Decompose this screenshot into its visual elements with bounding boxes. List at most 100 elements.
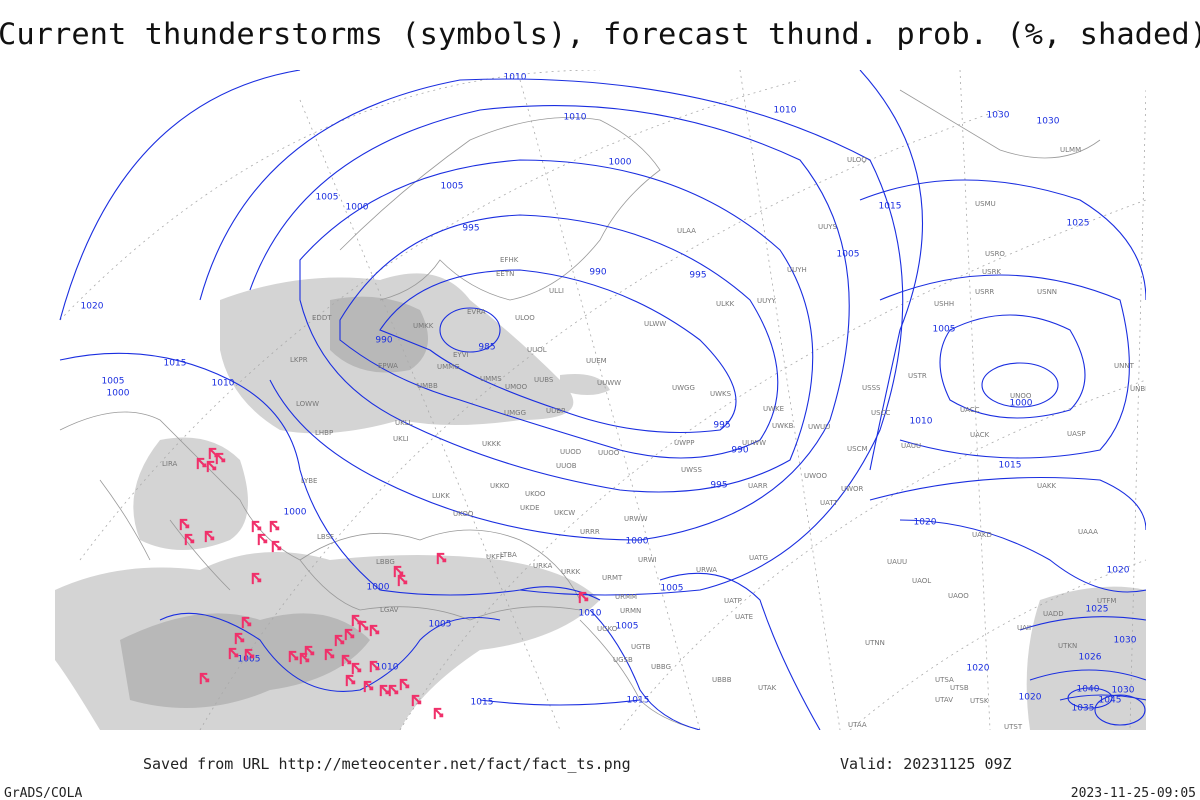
station-label: UUYY [757,297,777,305]
isobar-label: 1025 [1067,219,1090,229]
station-label: UGSB [613,656,633,664]
station-label: ULMM [1060,146,1081,154]
station-label: UNBB [1130,385,1150,393]
station-label: UUOL [527,346,547,354]
station-label: UNOO [1010,392,1032,400]
station-label: LTBA [500,551,517,559]
coastlines [59,89,1101,730]
station-label: USTR [908,372,927,380]
isobar-label: 1000 [626,537,649,547]
isobar-label: 1005 [616,622,639,632]
isobar-label: 1000 [346,203,369,213]
station-label: UGTB [631,643,651,651]
isobar-label: 985 [478,343,495,353]
station-label: UUOO [598,449,620,457]
station-label: UAAA [1078,528,1098,536]
isobar-label: 1030 [1112,686,1135,696]
isobar-label: 1045 [1099,696,1122,706]
isobar-label: 1020 [967,664,990,674]
isobar-label: 1000 [367,583,390,593]
isobar-label: 1010 [504,73,527,83]
station-label: UKDE [520,504,540,512]
station-label: EDDT [312,314,332,322]
station-label: UADD [1043,610,1064,618]
station-label: UNNT [1114,362,1135,370]
station-label: UMMG [437,363,460,371]
station-label: UWKS [710,390,732,398]
isobar-label: 1010 [212,379,235,389]
station-label: UAII [1017,624,1031,632]
timestamp: 2023-11-25-09:05 [1071,786,1196,800]
station-label: LYBE [301,477,317,485]
station-label: ULWW [644,320,666,328]
station-label: USSS [862,384,881,392]
station-label: LGAV [380,606,399,614]
station-label: UMMS [480,375,502,383]
station-label: UKOO [453,510,474,518]
isobar-label: 1030 [1037,117,1060,127]
station-label: UACK [970,431,990,439]
station-label: EVRA [467,308,486,316]
station-label: UTFM [1097,597,1116,605]
isobar-label: 1020 [1107,566,1130,576]
station-label: USCM [847,445,868,453]
station-labels: ULOO UUYS UUYH ULAA UUYY ULKK ULWW ULOO UUOL UMKK… [162,146,1150,730]
station-label: UGKO [597,625,618,633]
isobars [59,70,1146,730]
station-label: LOWW [296,400,319,408]
station-label: UTKN [1058,642,1077,650]
isobar-label: 1010 [376,663,399,673]
isobar-label: 1020 [1019,693,1042,703]
isobar-label: 1000 [107,389,130,399]
isobar-label: 990 [375,336,392,346]
station-label: URWW [624,515,648,523]
valid-time: Valid: 20231125 09Z [840,755,1012,773]
isobar-label: 1010 [579,609,602,619]
station-label: ULOO [847,156,867,164]
isobar-label: 1015 [627,696,650,706]
station-label: USRO [985,250,1005,258]
map-area: 1010 1010 1010 1030 1030 1000 1005 1005 1000 995 1… [55,70,1150,730]
station-label: URRR [580,528,600,536]
station-label: UACC [960,406,980,414]
isobar-label: 995 [713,421,730,431]
station-label: URWA [696,566,717,574]
station-label: UUOB [556,462,577,470]
isobar-label: 1000 [609,158,632,168]
station-label: UWOO [804,472,828,480]
station-label: UKLL [395,419,413,427]
station-label: UARR [748,482,768,490]
station-label: UTSA [935,676,954,684]
isobar-label: 1005 [316,193,339,203]
isobar-label: 1015 [471,698,494,708]
station-label: UBBB [712,676,732,684]
station-label: EYVI [453,351,469,359]
isobar-label: 1005 [661,584,684,594]
isobar-label: 1020 [914,518,937,528]
station-label: URKK [561,568,581,576]
station-label: UAOL [912,577,931,585]
station-label: URMT [602,574,623,582]
isobar-label: 995 [689,271,706,281]
station-label: UKKK [482,440,501,448]
station-label: USRK [982,268,1001,276]
station-label: UKLI [393,435,409,443]
station-label: UTAA [848,721,867,729]
station-label: ULOO [515,314,535,322]
station-label: UTAV [935,696,953,704]
isobar-label: 990 [589,268,606,278]
station-label: UWKE [763,405,784,413]
isobar-label: 1005 [933,325,956,335]
isobar-label: 1000 [284,508,307,518]
station-label: URMN [620,607,641,615]
station-label: UUYH [787,266,807,274]
isobar-label: 1005 [238,655,261,665]
isobar-label: 1030 [1114,636,1137,646]
station-label: EPWA [378,362,398,370]
isobar-label: 1026 [1079,653,1102,663]
station-label: URWI [638,556,657,564]
station-label: USCC [871,409,890,417]
station-label: LBBG [376,558,395,566]
isobar-label: 1015 [999,461,1022,471]
